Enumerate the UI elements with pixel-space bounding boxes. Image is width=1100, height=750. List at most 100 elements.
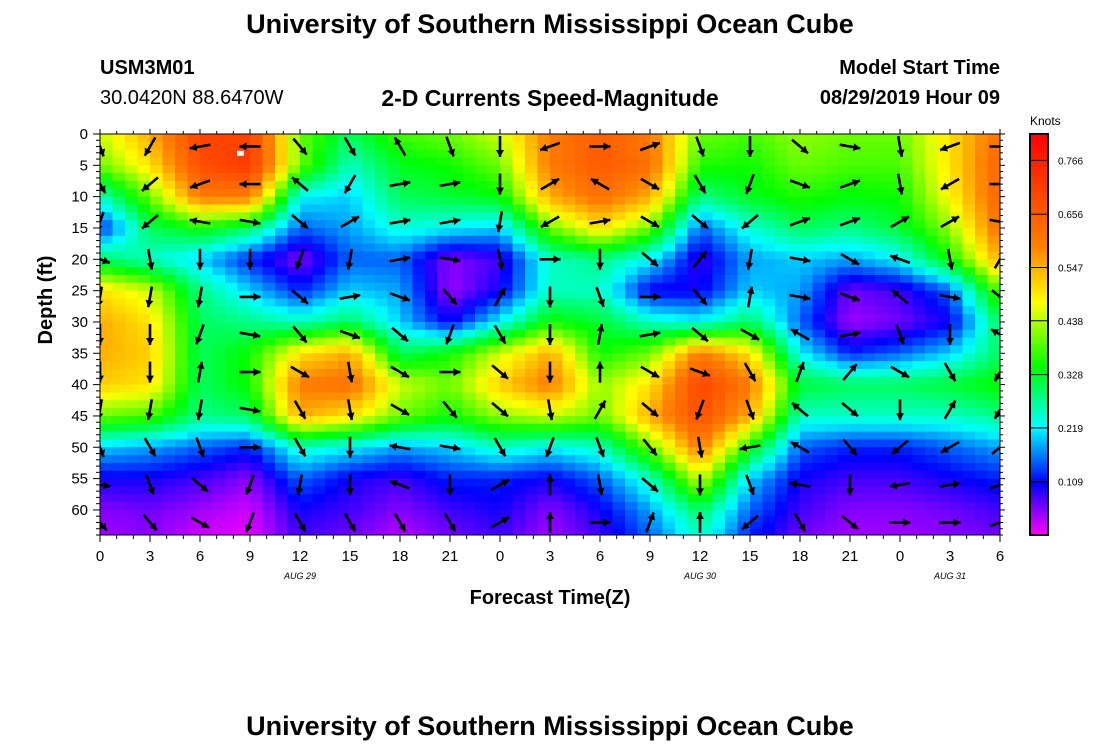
heat-cell: [100, 188, 114, 198]
heat-cell: [175, 306, 189, 315]
heat-cell: [300, 439, 314, 448]
heat-cell: [300, 282, 314, 292]
heat-cell: [550, 220, 564, 229]
arrow-head: [189, 143, 198, 152]
heat-cell: [112, 165, 126, 174]
heat-cell: [587, 220, 601, 229]
heat-cell: [500, 353, 514, 362]
heat-cell: [862, 447, 876, 456]
heat-cell: [862, 235, 876, 245]
heat-cell: [187, 314, 201, 323]
heat-cell: [212, 522, 226, 530]
heat-cell: [475, 392, 489, 401]
heat-cell: [962, 259, 976, 268]
heat-cell: [987, 227, 1000, 237]
current-arrow: [290, 365, 310, 379]
heat-cell: [125, 368, 139, 378]
heat-cell: [887, 149, 901, 159]
heat-cell: [850, 227, 864, 237]
heat-cell: [125, 267, 139, 276]
heat-cell: [425, 384, 439, 394]
heat-cell: [875, 243, 889, 253]
heat-cell: [900, 321, 914, 331]
current-arrow: [345, 248, 354, 270]
heat-cell: [150, 415, 164, 425]
heat-cell: [662, 235, 676, 245]
heat-cell: [837, 196, 851, 206]
heat-cell: [400, 462, 414, 472]
heat-cell: [525, 321, 539, 331]
heat-cell: [337, 306, 351, 315]
heat-cell: [975, 173, 989, 182]
heat-cell: [162, 528, 176, 535]
heat-cell: [650, 157, 664, 166]
heat-cell: [837, 157, 851, 166]
heat-cell: [287, 376, 301, 386]
heat-cell: [600, 486, 614, 495]
heat-cell: [262, 157, 276, 166]
heat-cell: [587, 282, 601, 292]
heat-cell: [712, 486, 726, 495]
heat-cell: [150, 408, 164, 417]
heat-cell: [725, 180, 739, 190]
heat-cell: [650, 134, 664, 143]
heat-cell: [875, 337, 889, 347]
heat-cell: [312, 220, 326, 229]
heat-cell: [625, 227, 639, 237]
heat-cell: [875, 149, 889, 159]
heat-cell: [812, 455, 826, 464]
heat-cell: [262, 337, 276, 347]
heat-cell: [937, 345, 951, 354]
heat-cell: [287, 509, 301, 517]
arrow-head: [649, 447, 657, 456]
heat-cell: [637, 494, 651, 503]
heat-cell: [850, 188, 864, 198]
heat-cell: [925, 220, 939, 229]
heat-cell: [625, 361, 639, 370]
heat-cell: [275, 455, 289, 464]
heat-cell: [300, 494, 314, 503]
heat-cell: [125, 462, 139, 472]
heat-cell: [537, 134, 551, 143]
heat-cell: [450, 212, 464, 221]
heat-cell: [100, 509, 114, 517]
current-arrow: [639, 292, 661, 301]
heat-cell: [412, 522, 426, 530]
arrow-head: [695, 411, 703, 420]
heat-cell: [500, 204, 514, 213]
heat-cell: [237, 204, 251, 213]
heat-cell: [462, 423, 476, 433]
heat-cell: [975, 282, 989, 292]
heat-cell: [400, 243, 414, 253]
arrow-head: [901, 216, 910, 224]
heat-cell: [950, 509, 964, 517]
current-arrow: [446, 474, 454, 496]
heat-cell: [425, 227, 439, 237]
heat-cell: [262, 306, 276, 315]
heat-cell: [975, 180, 989, 190]
heat-cell: [750, 384, 764, 394]
arrow-head: [790, 329, 799, 337]
heat-cell: [362, 502, 376, 511]
arrow-head: [1004, 180, 1011, 188]
heat-cell: [612, 392, 626, 401]
heat-cell: [725, 267, 739, 276]
current-arrow: [393, 512, 407, 533]
heat-cell: [187, 345, 201, 354]
heat-cell: [375, 502, 389, 511]
heat-cell: [450, 439, 464, 448]
heat-cell: [637, 486, 651, 495]
heat-cell: [925, 400, 939, 409]
heat-cell: [612, 235, 626, 245]
heat-cell: [850, 462, 864, 472]
heat-cell: [325, 455, 339, 464]
heat-cell: [762, 502, 776, 511]
current-arrow: [146, 361, 154, 383]
heat-cell: [100, 212, 114, 221]
heat-cell: [137, 392, 151, 401]
heat-cell: [425, 173, 439, 182]
heat-cell: [637, 431, 651, 441]
heat-cell: [625, 274, 639, 284]
heat-cell: [375, 528, 389, 535]
heat-cell: [900, 353, 914, 362]
